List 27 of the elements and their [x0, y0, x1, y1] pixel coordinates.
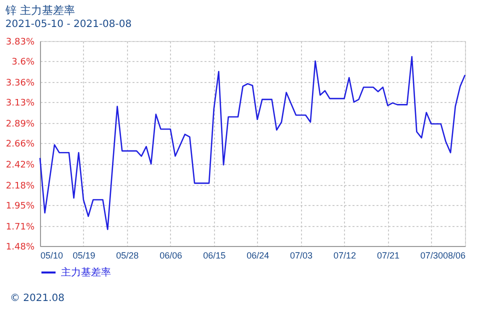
- x-tick-label: 05/10: [40, 250, 64, 260]
- x-tick-label: 07/12: [333, 250, 356, 260]
- x-tick-label: 06/15: [203, 250, 226, 260]
- y-tick-label: 3.83%: [6, 38, 35, 48]
- x-tick-label: 07/21: [376, 250, 400, 260]
- y-tick-label: 1.71%: [6, 222, 35, 232]
- x-tick-label: 07/30: [420, 250, 443, 260]
- x-tick-label: 07/03: [290, 250, 313, 260]
- y-tick-label: 2.42%: [6, 160, 35, 170]
- y-tick-label: 1.48%: [6, 242, 35, 252]
- chart-subtitle: 2021-05-10 - 2021-08-08: [5, 19, 132, 30]
- x-tick-label: 05/19: [72, 250, 96, 260]
- x-tick-label: 06/06: [160, 250, 182, 260]
- chart-title: 锌 主力基差率: [4, 4, 75, 17]
- y-tick-label: 3.36%: [6, 78, 35, 88]
- y-tick-label: 1.95%: [6, 202, 35, 212]
- text: © 2021.08: [10, 293, 65, 304]
- y-tick-label: 2.66%: [6, 140, 35, 150]
- line-series: [39, 56, 466, 230]
- x-tick-label: 05/28: [116, 250, 139, 260]
- x-tick-label: 06/24: [246, 250, 270, 260]
- y-tick-label: 2.89%: [6, 120, 35, 130]
- y-tick-label: 2.18%: [6, 181, 35, 192]
- x-tick-label: 08/06: [442, 250, 466, 260]
- y-tick-label: 3.6%: [12, 58, 35, 68]
- legend-label: 主力基差率: [61, 266, 111, 278]
- y-tick-label: 3.13%: [6, 98, 35, 109]
